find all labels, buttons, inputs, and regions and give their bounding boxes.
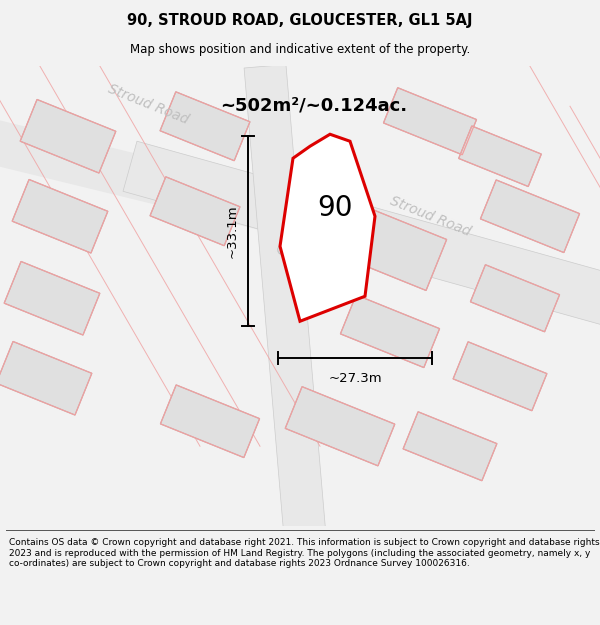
Polygon shape	[20, 99, 116, 173]
Polygon shape	[0, 341, 92, 415]
Text: ~33.1m: ~33.1m	[226, 204, 239, 258]
Polygon shape	[481, 180, 580, 253]
Text: Map shows position and indicative extent of the property.: Map shows position and indicative extent…	[130, 43, 470, 56]
Polygon shape	[0, 114, 385, 258]
Polygon shape	[12, 179, 108, 253]
Text: ~27.3m: ~27.3m	[328, 372, 382, 385]
Polygon shape	[453, 342, 547, 411]
Polygon shape	[383, 88, 476, 155]
Polygon shape	[470, 265, 560, 332]
Polygon shape	[123, 141, 600, 336]
Text: Stroud Road: Stroud Road	[106, 82, 190, 127]
Polygon shape	[280, 134, 375, 321]
Text: Central Road: Central Road	[276, 176, 316, 257]
Polygon shape	[4, 261, 100, 335]
Polygon shape	[244, 64, 326, 538]
Text: 90, STROUD ROAD, GLOUCESTER, GL1 5AJ: 90, STROUD ROAD, GLOUCESTER, GL1 5AJ	[127, 13, 473, 28]
Polygon shape	[150, 177, 240, 246]
Text: Contains OS data © Crown copyright and database right 2021. This information is : Contains OS data © Crown copyright and d…	[9, 538, 599, 568]
Polygon shape	[285, 387, 395, 466]
Text: ~502m²/~0.124ac.: ~502m²/~0.124ac.	[220, 96, 407, 114]
Polygon shape	[340, 295, 440, 368]
Text: 90: 90	[317, 194, 353, 221]
Polygon shape	[334, 202, 446, 291]
Polygon shape	[160, 385, 260, 458]
Polygon shape	[458, 126, 541, 186]
Polygon shape	[403, 412, 497, 481]
Polygon shape	[160, 92, 250, 161]
Text: Stroud Road: Stroud Road	[388, 194, 472, 239]
